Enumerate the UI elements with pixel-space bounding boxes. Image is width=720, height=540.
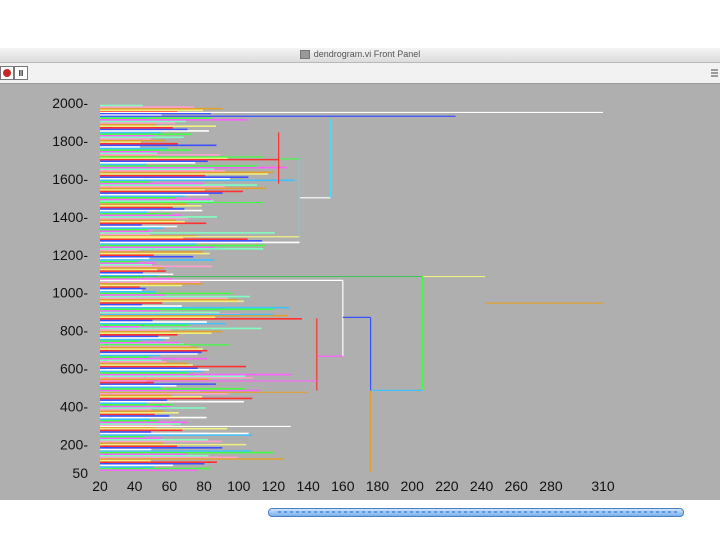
y-tick-label: 2000- bbox=[52, 95, 88, 111]
y-tick-label: 600- bbox=[60, 361, 88, 377]
front-panel-window: dendrogram.vi Front Panel II 2000- 1800- 1… bbox=[0, 48, 720, 520]
toolbar: II bbox=[0, 63, 720, 84]
y-tick-label: 1200- bbox=[52, 247, 88, 263]
x-tick-label: 310 bbox=[591, 478, 615, 494]
resize-grip-icon[interactable] bbox=[710, 67, 718, 79]
vi-file-icon bbox=[299, 50, 310, 60]
x-tick-label: 160 bbox=[331, 478, 355, 494]
title-bar[interactable]: dendrogram.vi Front Panel bbox=[0, 48, 720, 63]
y-tick-label: 800- bbox=[60, 323, 88, 339]
x-tick-label: 280 bbox=[539, 478, 563, 494]
pause-icon: II bbox=[18, 69, 24, 78]
x-tick-label: 120 bbox=[262, 478, 286, 494]
horizontal-scroll-area bbox=[0, 500, 720, 522]
x-tick-label: 20 bbox=[92, 478, 108, 494]
x-tick-label: 200 bbox=[401, 478, 425, 494]
y-tick-label: 1400- bbox=[52, 209, 88, 225]
horizontal-scrollbar[interactable] bbox=[268, 508, 684, 517]
y-tick-label: 1000- bbox=[52, 285, 88, 301]
window-title: dendrogram.vi Front Panel bbox=[313, 49, 421, 59]
x-tick-label: 140 bbox=[296, 478, 320, 494]
y-tick-label: 200- bbox=[60, 437, 88, 453]
stop-circle-icon bbox=[3, 69, 11, 77]
pause-button[interactable]: II bbox=[14, 66, 28, 80]
y-tick-label: 1800- bbox=[52, 133, 88, 149]
dendrogram-plot: 2000- 1800- 1600- 1400- 1200- 1000- 800- 600- 40… bbox=[52, 95, 615, 494]
y-tick-label: 400- bbox=[60, 399, 88, 415]
y-tick-label: 1600- bbox=[52, 171, 88, 187]
x-tick-label: 180 bbox=[366, 478, 390, 494]
x-tick-label: 100 bbox=[227, 478, 251, 494]
x-tick-label: 80 bbox=[196, 478, 212, 494]
y-tick-label: 50 bbox=[72, 465, 88, 481]
window-title-wrap: dendrogram.vi Front Panel bbox=[0, 49, 720, 60]
x-tick-label: 60 bbox=[162, 478, 178, 494]
x-tick-label: 240 bbox=[470, 478, 494, 494]
x-tick-label: 220 bbox=[435, 478, 459, 494]
run-arrow-icon[interactable] bbox=[0, 66, 14, 80]
x-tick-label: 40 bbox=[127, 478, 143, 494]
x-tick-label: 260 bbox=[505, 478, 529, 494]
